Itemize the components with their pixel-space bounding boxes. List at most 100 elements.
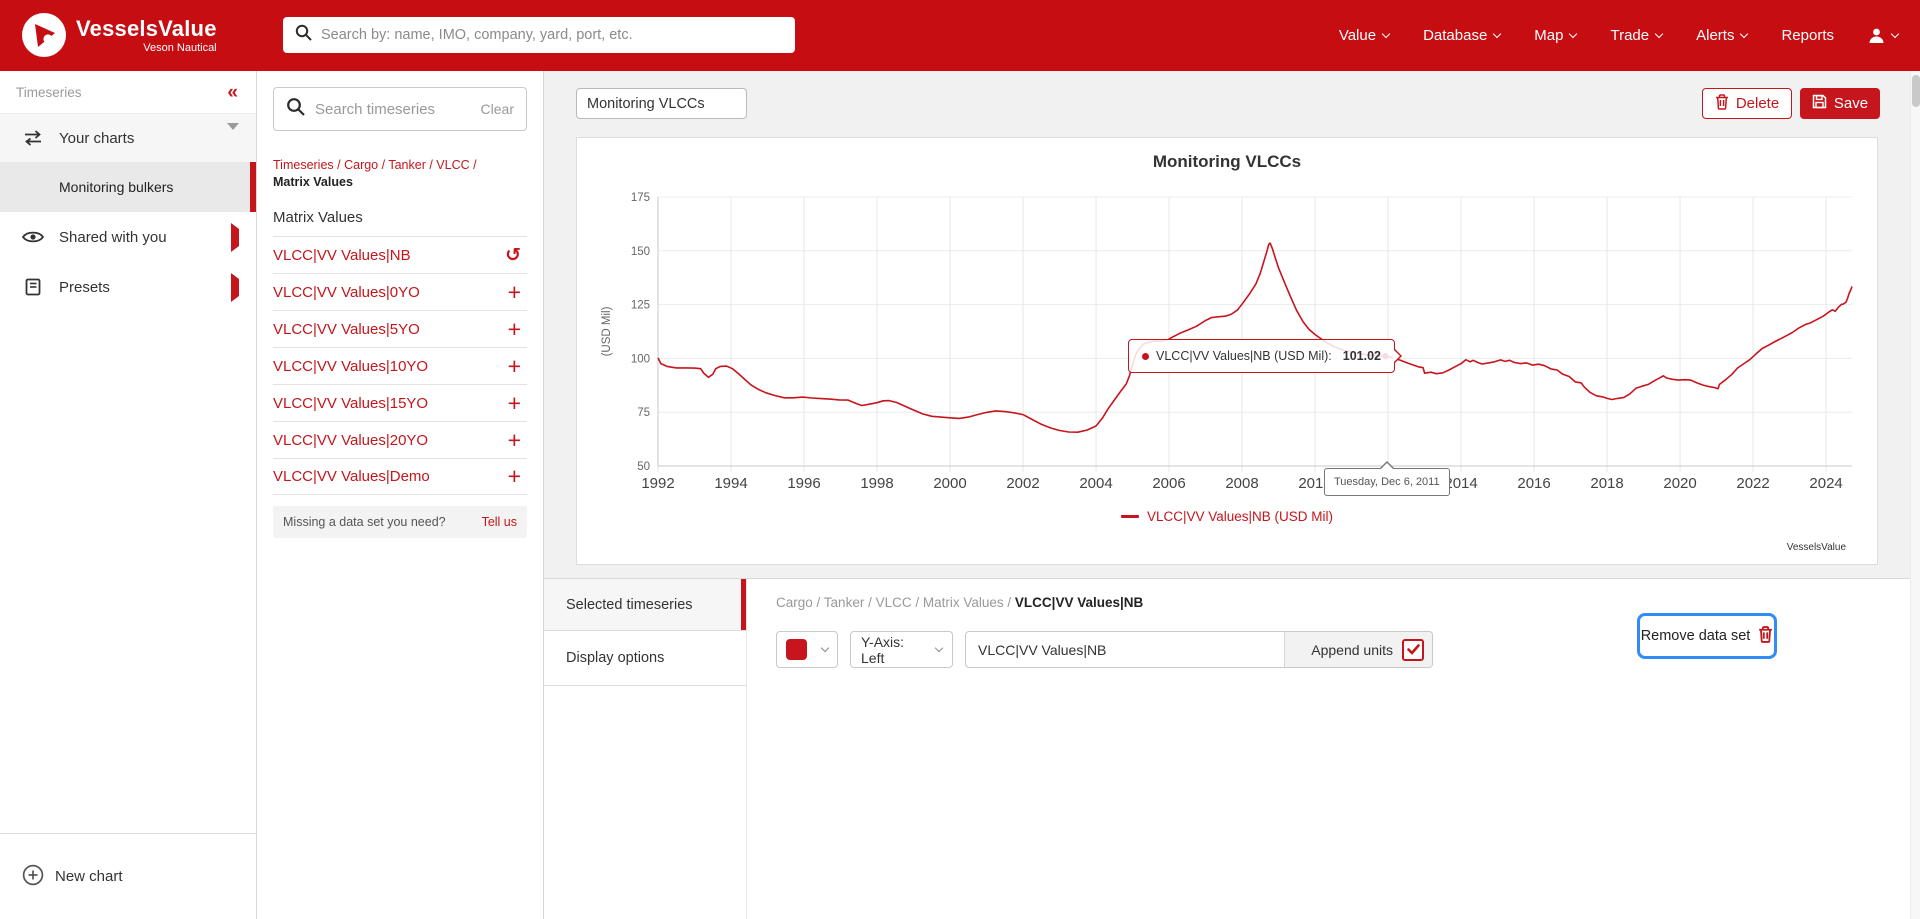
legend-line-icon bbox=[1120, 515, 1139, 518]
nav-item-value[interactable]: Value bbox=[1339, 27, 1391, 44]
chart-name-input[interactable] bbox=[576, 88, 747, 119]
eye-icon bbox=[20, 229, 46, 245]
chart-title: Monitoring VLCCs bbox=[1152, 152, 1302, 171]
breadcrumb-link[interactable]: Cargo bbox=[344, 158, 379, 172]
add-icon[interactable]: + bbox=[507, 278, 521, 305]
expand-right-icon bbox=[231, 222, 239, 252]
timeseries-item[interactable]: VLCC|VV Values|15YO + bbox=[273, 384, 527, 421]
tab-label: Selected timeseries bbox=[566, 596, 693, 613]
tell-us-link[interactable]: Tell us bbox=[481, 515, 517, 529]
add-icon[interactable]: + bbox=[507, 389, 521, 416]
timeseries-chart[interactable]: 50 75 100 125 150 175 1992 1994 1996 1998 2000 2002… bbox=[577, 138, 1879, 566]
chevron-down-icon bbox=[1740, 29, 1749, 38]
legend-label: VLCC|VV Values|NB (USD Mil) bbox=[1146, 509, 1334, 524]
svg-text:50: 50 bbox=[637, 461, 650, 473]
brand-logo[interactable]: VesselsValue Veson Nautical bbox=[22, 13, 217, 57]
breadcrumb-link[interactable]: Timeseries bbox=[273, 158, 334, 172]
sidebar-item-presets[interactable]: Presets bbox=[0, 262, 256, 312]
add-icon[interactable]: + bbox=[507, 352, 521, 379]
chart-watermark: VesselsValue bbox=[1786, 542, 1846, 553]
scrollbar-thumb[interactable] bbox=[1912, 75, 1920, 107]
brand-text: VesselsValue Veson Nautical bbox=[76, 15, 217, 54]
missing-dataset-note: Missing a data set you need? Tell us bbox=[273, 506, 527, 538]
svg-text:150: 150 bbox=[631, 246, 650, 258]
timeseries-search-input[interactable] bbox=[315, 100, 471, 118]
svg-text:2014: 2014 bbox=[1444, 475, 1477, 492]
delete-button[interactable]: Delete bbox=[1702, 88, 1792, 119]
timeseries-item[interactable]: VLCC|VV Values|Demo + bbox=[273, 458, 527, 495]
nav-item-reports[interactable]: Reports bbox=[1781, 27, 1834, 44]
sidebar-item-label: Shared with you bbox=[59, 228, 167, 246]
sidebar-item-shared-with-you[interactable]: Shared with you bbox=[0, 212, 256, 262]
timeseries-item[interactable]: VLCC|VV Values|0YO + bbox=[273, 273, 527, 310]
user-menu[interactable] bbox=[1868, 27, 1900, 44]
timeseries-browser: Clear Timeseries / Cargo / Tanker / VLCC… bbox=[257, 71, 544, 919]
tab-display-options[interactable]: Display options bbox=[544, 631, 746, 686]
vesselsvalue-logo-icon bbox=[22, 13, 66, 57]
chevron-down-icon bbox=[1381, 29, 1391, 38]
append-units-group: Append units bbox=[1284, 632, 1432, 667]
reset-icon[interactable]: ↺ bbox=[505, 244, 521, 266]
svg-text:100: 100 bbox=[631, 353, 650, 365]
top-nav: VesselsValue Veson Nautical Value Databas… bbox=[0, 0, 1920, 71]
yaxis-select[interactable]: Y-Axis: Left bbox=[850, 631, 953, 668]
nav-item-map[interactable]: Map bbox=[1534, 27, 1578, 44]
chart-legend[interactable]: VLCC|VV Values|NB (USD Mil) bbox=[577, 509, 1877, 524]
breadcrumb-link[interactable]: VLCC bbox=[436, 158, 470, 172]
timeseries-item[interactable]: VLCC|VV Values|20YO + bbox=[273, 421, 527, 458]
list-group-header[interactable]: Matrix Values bbox=[273, 209, 363, 226]
breadcrumb-link[interactable]: VLCC bbox=[875, 595, 912, 610]
book-icon bbox=[20, 278, 46, 296]
brand-name: VesselsValue bbox=[76, 15, 217, 41]
nav-item-trade[interactable]: Trade bbox=[1610, 27, 1664, 44]
missing-dataset-text: Missing a data set you need? bbox=[283, 515, 446, 529]
axis-date-tooltip: Tuesday, Dec 6, 2011 bbox=[1324, 461, 1450, 496]
timeseries-search: Clear bbox=[273, 87, 527, 131]
breadcrumb-link[interactable]: Tanker bbox=[823, 595, 865, 610]
tab-selected-timeseries[interactable]: Selected timeseries bbox=[544, 579, 746, 631]
svg-text:2016: 2016 bbox=[1517, 475, 1550, 492]
person-icon bbox=[1869, 28, 1884, 43]
breadcrumb-link[interactable]: Cargo bbox=[776, 595, 813, 610]
sidebar-item-monitoring-bulkers[interactable]: Monitoring bulkers bbox=[0, 162, 256, 212]
browser-breadcrumb: Timeseries / Cargo / Tanker / VLCC / Mat… bbox=[273, 157, 527, 191]
timeseries-item[interactable]: VLCC|VV Values|NB ↺ bbox=[273, 236, 527, 273]
global-search-input[interactable] bbox=[321, 27, 783, 43]
add-icon[interactable]: + bbox=[507, 463, 521, 489]
timeseries-item-label: VLCC|VV Values|NB bbox=[273, 246, 411, 264]
new-chart-button[interactable]: New chart bbox=[0, 833, 256, 919]
add-icon[interactable]: + bbox=[507, 426, 521, 453]
svg-text:2010: 2010 bbox=[1298, 475, 1331, 492]
sidebar-section-label: Timeseries bbox=[16, 84, 82, 100]
save-button[interactable]: Save bbox=[1800, 88, 1880, 119]
active-tab-indicator bbox=[741, 579, 746, 630]
timeseries-item-label: VLCC|VV Values|0YO bbox=[273, 283, 420, 301]
svg-text:1992: 1992 bbox=[641, 475, 674, 492]
global-search bbox=[283, 17, 795, 53]
timeseries-list: Matrix Values VLCC|VV Values|NB ↺ VLCC|VV … bbox=[273, 199, 527, 495]
remove-data-set-button[interactable]: Remove data set bbox=[1637, 613, 1777, 659]
svg-text:2018: 2018 bbox=[1590, 475, 1623, 492]
add-icon[interactable]: + bbox=[507, 315, 521, 342]
timeseries-item[interactable]: VLCC|VV Values|10YO + bbox=[273, 347, 527, 384]
sidebar-item-your-charts[interactable]: Your charts bbox=[0, 113, 256, 162]
nav-item-alerts[interactable]: Alerts bbox=[1696, 27, 1749, 44]
brand-subtitle: Veson Nautical bbox=[143, 41, 217, 54]
tooltip-label: VLCC|VV Values|NB (USD Mil): bbox=[1156, 349, 1332, 363]
collapse-sidebar-icon[interactable]: « bbox=[227, 81, 238, 103]
tab-label: Display options bbox=[566, 650, 665, 666]
series-name-field: Append units bbox=[965, 631, 1433, 668]
sidebar-item-label: Your charts bbox=[59, 129, 135, 147]
window-scrollbar[interactable] bbox=[1910, 71, 1920, 919]
append-units-checkbox[interactable] bbox=[1402, 638, 1424, 661]
chevron-down-icon bbox=[1654, 29, 1664, 38]
svg-text:1994: 1994 bbox=[714, 475, 747, 492]
timeseries-item[interactable]: VLCC|VV Values|5YO + bbox=[273, 310, 527, 347]
series-color-select[interactable] bbox=[776, 631, 838, 668]
breadcrumb-link[interactable]: Tanker bbox=[388, 158, 426, 172]
clear-search-button[interactable]: Clear bbox=[480, 101, 514, 117]
breadcrumb-link[interactable]: Matrix Values bbox=[922, 595, 1004, 610]
main-content: Delete Save 50 75 100 125 150 175 1992 1994 1996… bbox=[544, 71, 1920, 919]
series-name-input[interactable] bbox=[966, 641, 1284, 658]
nav-item-database[interactable]: Database bbox=[1423, 27, 1502, 44]
